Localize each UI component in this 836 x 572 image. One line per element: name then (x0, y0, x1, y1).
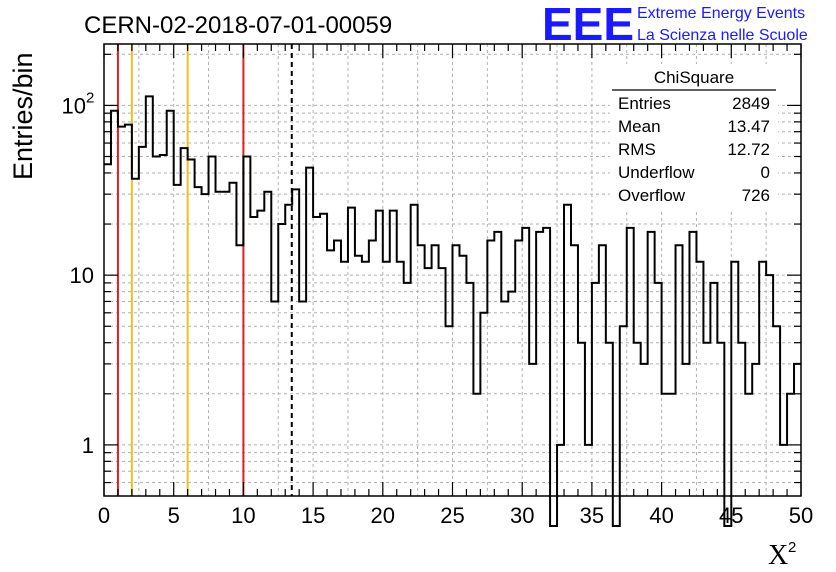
stats-label: Overflow (618, 186, 686, 205)
histogram-series (104, 95, 801, 527)
x-tick-label: 15 (301, 503, 325, 528)
x-tick-label: 30 (510, 503, 534, 528)
stats-rows: Entries 2849 Mean 13.47 RMS 12.72 Underflow 0 Ov… (618, 94, 770, 205)
y-tick-label: 10 (70, 263, 94, 288)
stats-box: ChiSquare Entries 2849 Mean 13.47 RMS 12.72 Un… (610, 64, 778, 212)
stats-label: Entries (618, 94, 671, 113)
stats-label: Underflow (618, 163, 695, 182)
stats-label: Mean (618, 117, 661, 136)
y-tick-label-sup: 2 (86, 89, 94, 106)
x-tick-label: 5 (168, 503, 180, 528)
logo-line-1: Extreme Energy Events (637, 5, 805, 22)
stats-label: RMS (618, 140, 656, 159)
stats-value: 12.72 (727, 140, 770, 159)
x-tick-label: 10 (231, 503, 255, 528)
grid-lines (104, 44, 801, 496)
x-axis-label-base: X (768, 540, 788, 571)
x-tick-label: 40 (649, 503, 673, 528)
logo-mark: EEE (542, 0, 634, 50)
x-tick-label: 20 (371, 503, 395, 528)
stats-box-bg (610, 64, 778, 212)
x-tick-label: 0 (98, 503, 110, 528)
y-axis-label: Entries/bin (8, 52, 38, 180)
stats-value: 2849 (732, 94, 770, 113)
stats-value: 13.47 (727, 117, 770, 136)
eee-logo: EEE Extreme Energy Events La Scienza nel… (542, 0, 808, 50)
x-axis-label-sup: 2 (788, 539, 796, 556)
x-tick-label: 50 (789, 503, 813, 528)
chart-title: CERN-02-2018-07-01-00059 (84, 12, 392, 39)
logo-line-2: La Scienza nelle Scuole (637, 27, 808, 44)
stats-value: 726 (742, 186, 770, 205)
stats-value: 0 (761, 163, 770, 182)
x-tick-label: 35 (580, 503, 604, 528)
x-tick-label: 45 (719, 503, 743, 528)
y-tick-label: 1 (82, 433, 94, 458)
x-tick-label: 25 (440, 503, 464, 528)
x-tick-labels: 0 5 10 15 20 25 30 35 40 45 50 (98, 503, 813, 528)
y-tick-label: 10 (62, 93, 86, 118)
x-axis-label: X 2 (768, 539, 796, 571)
reference-lines (116, 44, 293, 496)
axis-ticks (103, 44, 802, 496)
stats-title: ChiSquare (654, 68, 734, 87)
